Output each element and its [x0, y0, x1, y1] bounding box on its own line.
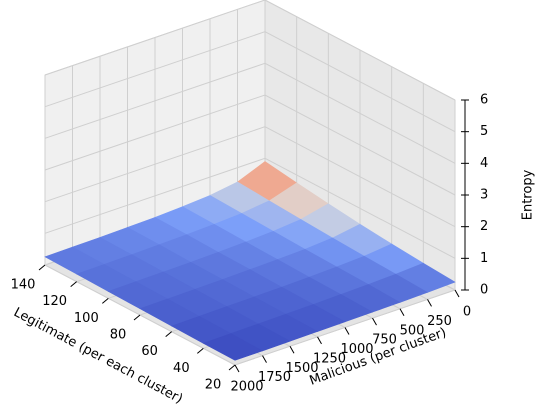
y-tick-label: 60 — [141, 344, 158, 359]
y-tick — [38, 264, 46, 271]
x-tick — [372, 317, 377, 326]
z-tick-label: 0 — [480, 283, 488, 298]
z-tick-label: 3 — [480, 188, 488, 203]
y-tick — [102, 297, 109, 304]
y-tick — [165, 331, 172, 338]
y-tick-label: 20 — [205, 378, 222, 393]
grid-line — [44, 157, 456, 259]
grid-line — [44, 62, 456, 164]
x-tick-label: 750 — [372, 333, 397, 348]
x-tick-label: 1250 — [313, 351, 346, 366]
grid-line — [44, 31, 456, 133]
surface-patch — [202, 333, 264, 361]
x-tick — [317, 336, 322, 345]
x-tick — [344, 327, 350, 335]
x-tick-label: 1500 — [285, 361, 318, 376]
z-axis-label: Entropy — [521, 169, 536, 220]
x-tick-label: 0 — [463, 305, 471, 320]
z-tick-label: 5 — [480, 124, 488, 139]
grid-line — [44, 94, 456, 196]
x-tick-label: 250 — [427, 314, 452, 329]
x-tick — [234, 364, 240, 373]
x-tick-label: 2000 — [230, 380, 263, 395]
x-tick — [262, 355, 267, 363]
y-tick — [133, 314, 141, 321]
y-tick-label: 80 — [110, 328, 127, 343]
y-tick-label: 140 — [11, 278, 36, 293]
x-tick — [427, 299, 432, 307]
x-tick-label: 1750 — [258, 370, 291, 385]
y-tick — [197, 347, 204, 354]
x-tick — [454, 289, 460, 298]
x-tick — [399, 308, 405, 316]
x-tick — [289, 346, 295, 354]
z-tick-label: 6 — [480, 93, 488, 108]
z-tick-label: 1 — [480, 251, 488, 266]
y-tick-label: 120 — [42, 294, 67, 309]
y-tick-label: 40 — [173, 361, 190, 376]
z-tick-label: 2 — [480, 219, 488, 234]
grid-line — [44, 0, 456, 101]
z-tick-label: 4 — [480, 156, 488, 171]
x-tick-label: 500 — [400, 323, 425, 338]
grid-line — [44, 126, 456, 228]
y-tick — [228, 364, 236, 371]
y-tick-label: 100 — [74, 311, 99, 326]
y-tick — [70, 281, 77, 288]
x-tick-label: 1000 — [340, 342, 373, 357]
